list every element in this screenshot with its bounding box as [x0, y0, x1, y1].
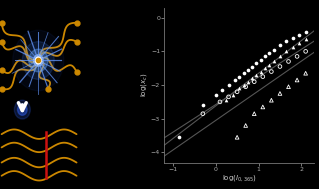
Point	[177, 136, 182, 139]
Point	[252, 80, 257, 83]
Point	[237, 75, 242, 78]
Circle shape	[18, 104, 27, 115]
Point	[278, 92, 283, 95]
Point	[303, 50, 308, 53]
Point	[224, 99, 229, 102]
X-axis label: $\log(I_{0,365})$: $\log(I_{0,365})$	[222, 173, 257, 183]
Point	[267, 52, 272, 55]
Point	[254, 62, 259, 65]
Point	[286, 85, 291, 88]
Point	[219, 89, 225, 92]
Point	[260, 75, 265, 78]
Point	[254, 74, 259, 77]
Point	[226, 95, 231, 98]
Circle shape	[14, 100, 30, 119]
Point	[218, 100, 223, 103]
Point	[243, 85, 248, 88]
Point	[271, 60, 276, 63]
Circle shape	[22, 42, 54, 79]
Circle shape	[13, 30, 64, 91]
Point	[303, 30, 308, 33]
Point	[297, 33, 302, 36]
Point	[241, 84, 246, 87]
Point	[237, 87, 242, 90]
Point	[249, 77, 255, 80]
Point	[234, 90, 240, 93]
Circle shape	[33, 55, 43, 66]
Point	[269, 99, 274, 102]
Point	[243, 124, 248, 127]
Point	[245, 80, 250, 83]
Y-axis label: $\log(x_c)$: $\log(x_c)$	[139, 73, 150, 97]
Circle shape	[29, 49, 48, 72]
Point	[294, 55, 300, 58]
Point	[200, 104, 205, 107]
Point	[267, 63, 272, 66]
Point	[297, 41, 302, 44]
Point	[263, 55, 268, 58]
Point	[258, 58, 263, 61]
Point	[303, 72, 308, 75]
Point	[213, 94, 218, 97]
Point	[284, 40, 289, 43]
Point	[258, 70, 263, 73]
Point	[303, 37, 308, 40]
Point	[226, 84, 231, 87]
Point	[241, 72, 246, 75]
Point	[263, 67, 268, 70]
Point	[233, 78, 238, 81]
Point	[286, 60, 291, 63]
Circle shape	[35, 57, 41, 64]
Point	[271, 48, 276, 51]
Point	[278, 65, 283, 68]
Point	[230, 94, 235, 97]
Point	[252, 112, 257, 115]
Point	[200, 112, 205, 115]
Point	[294, 78, 300, 81]
Point	[260, 105, 265, 108]
Point	[245, 68, 250, 71]
Point	[278, 55, 283, 58]
Point	[249, 65, 255, 68]
Point	[284, 50, 289, 53]
Point	[278, 44, 283, 47]
Point	[290, 36, 295, 39]
Point	[234, 136, 240, 139]
Point	[290, 46, 295, 49]
Point	[269, 70, 274, 73]
